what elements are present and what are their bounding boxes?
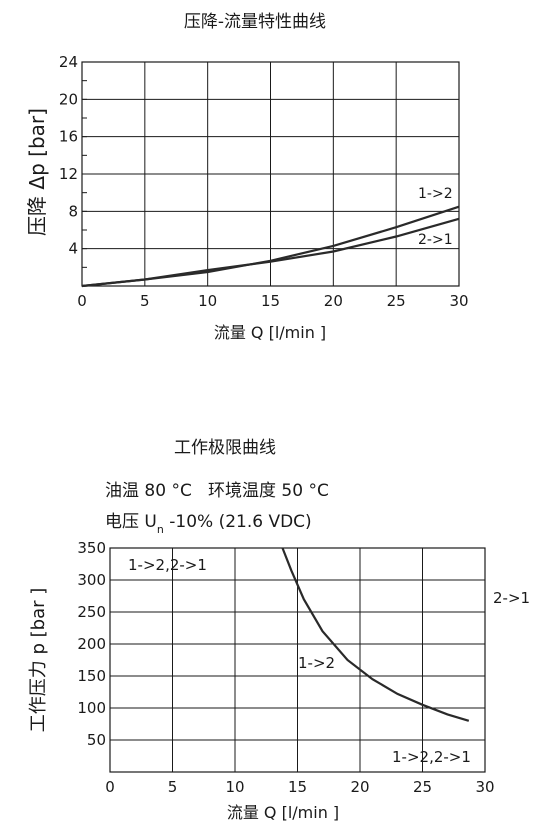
- chart1-title: 压降-流量特性曲线: [184, 12, 326, 32]
- voltage-subscript: n: [157, 523, 164, 536]
- chart2-x-ticks: 0 5 10 15 20 25 30: [105, 778, 494, 796]
- y-tick-label: 350: [77, 539, 106, 557]
- chart1-y-ticks: 4 8 12 16 20 24: [59, 53, 78, 258]
- x-tick-label: 5: [140, 292, 150, 310]
- chart-working-limits: 工作极限曲线 油温 80 °C 环境温度 50 °C 电压 Un -10% (2…: [28, 438, 530, 822]
- chart2-x-axis-label: 流量 Q [l/min ]: [227, 803, 339, 822]
- x-tick-label: 30: [449, 292, 468, 310]
- x-tick-label: 10: [225, 778, 244, 796]
- chart2-region-label-top-left: 1->2,2->1: [128, 556, 207, 574]
- x-tick-label: 15: [261, 292, 280, 310]
- y-tick-label: 4: [68, 240, 78, 258]
- y-tick-label: 50: [87, 731, 106, 749]
- x-tick-label: 10: [198, 292, 217, 310]
- y-tick-label: 200: [77, 635, 106, 653]
- chart2-grid: [109, 547, 486, 773]
- y-tick-label: 100: [77, 699, 106, 717]
- x-tick-label: 25: [387, 292, 406, 310]
- x-tick-label: 20: [324, 292, 343, 310]
- y-tick-label: 24: [59, 53, 78, 71]
- chart2-curve-label-1-2: 1->2: [298, 654, 335, 672]
- chart1-legend-1-2: 1->2: [418, 186, 453, 202]
- voltage-prefix: 电压 U: [105, 512, 157, 532]
- chart2-y-axis-label: 工作压力 p [bar ]: [28, 588, 49, 733]
- y-tick-label: 300: [77, 571, 106, 589]
- chart1-grid: [81, 61, 460, 287]
- chart2-region-label-right: 2->1: [493, 589, 530, 607]
- chart1-curves: [81, 205, 460, 288]
- chart2-conditions-temperature: 油温 80 °C 环境温度 50 °C: [105, 481, 329, 501]
- voltage-suffix: -10% (21.6 VDC): [164, 512, 312, 532]
- y-tick-label: 150: [77, 667, 106, 685]
- series-line-2-1: [81, 217, 460, 288]
- x-tick-label: 25: [413, 778, 432, 796]
- x-tick-label: 0: [105, 778, 115, 796]
- x-tick-label: 0: [77, 292, 87, 310]
- chart2-title: 工作极限曲线: [174, 438, 276, 458]
- y-tick-label: 8: [68, 202, 78, 220]
- chart2-y-ticks: 50 100 150 200 250 300 350: [77, 539, 106, 749]
- chart-pressure-drop: 压降-流量特性曲线 0 5 10 15 20 25 30 4 8 12 16 20 24 流量 Q […: [25, 12, 469, 342]
- x-tick-label: 20: [350, 778, 369, 796]
- x-tick-label: 5: [168, 778, 178, 796]
- y-tick-label: 20: [59, 90, 78, 108]
- chart2-region-label-bottom-right: 1->2,2->1: [392, 748, 471, 766]
- x-tick-label: 15: [288, 778, 307, 796]
- y-tick-label: 250: [77, 603, 106, 621]
- series-line-1-2: [281, 547, 470, 722]
- y-tick-label: 12: [59, 165, 78, 183]
- chart1-x-ticks: 0 5 10 15 20 25 30: [77, 292, 468, 310]
- y-tick-label: 16: [59, 128, 78, 146]
- x-tick-label: 30: [475, 778, 494, 796]
- chart1-legend-2-1: 2->1: [418, 232, 453, 248]
- chart2-conditions-voltage: 电压 Un -10% (21.6 VDC): [105, 512, 312, 536]
- chart1-x-axis-label: 流量 Q [l/min ]: [214, 323, 326, 342]
- chart2-curves: [281, 547, 470, 722]
- chart1-y-axis-label: 压降 Δp [bar]: [25, 108, 49, 236]
